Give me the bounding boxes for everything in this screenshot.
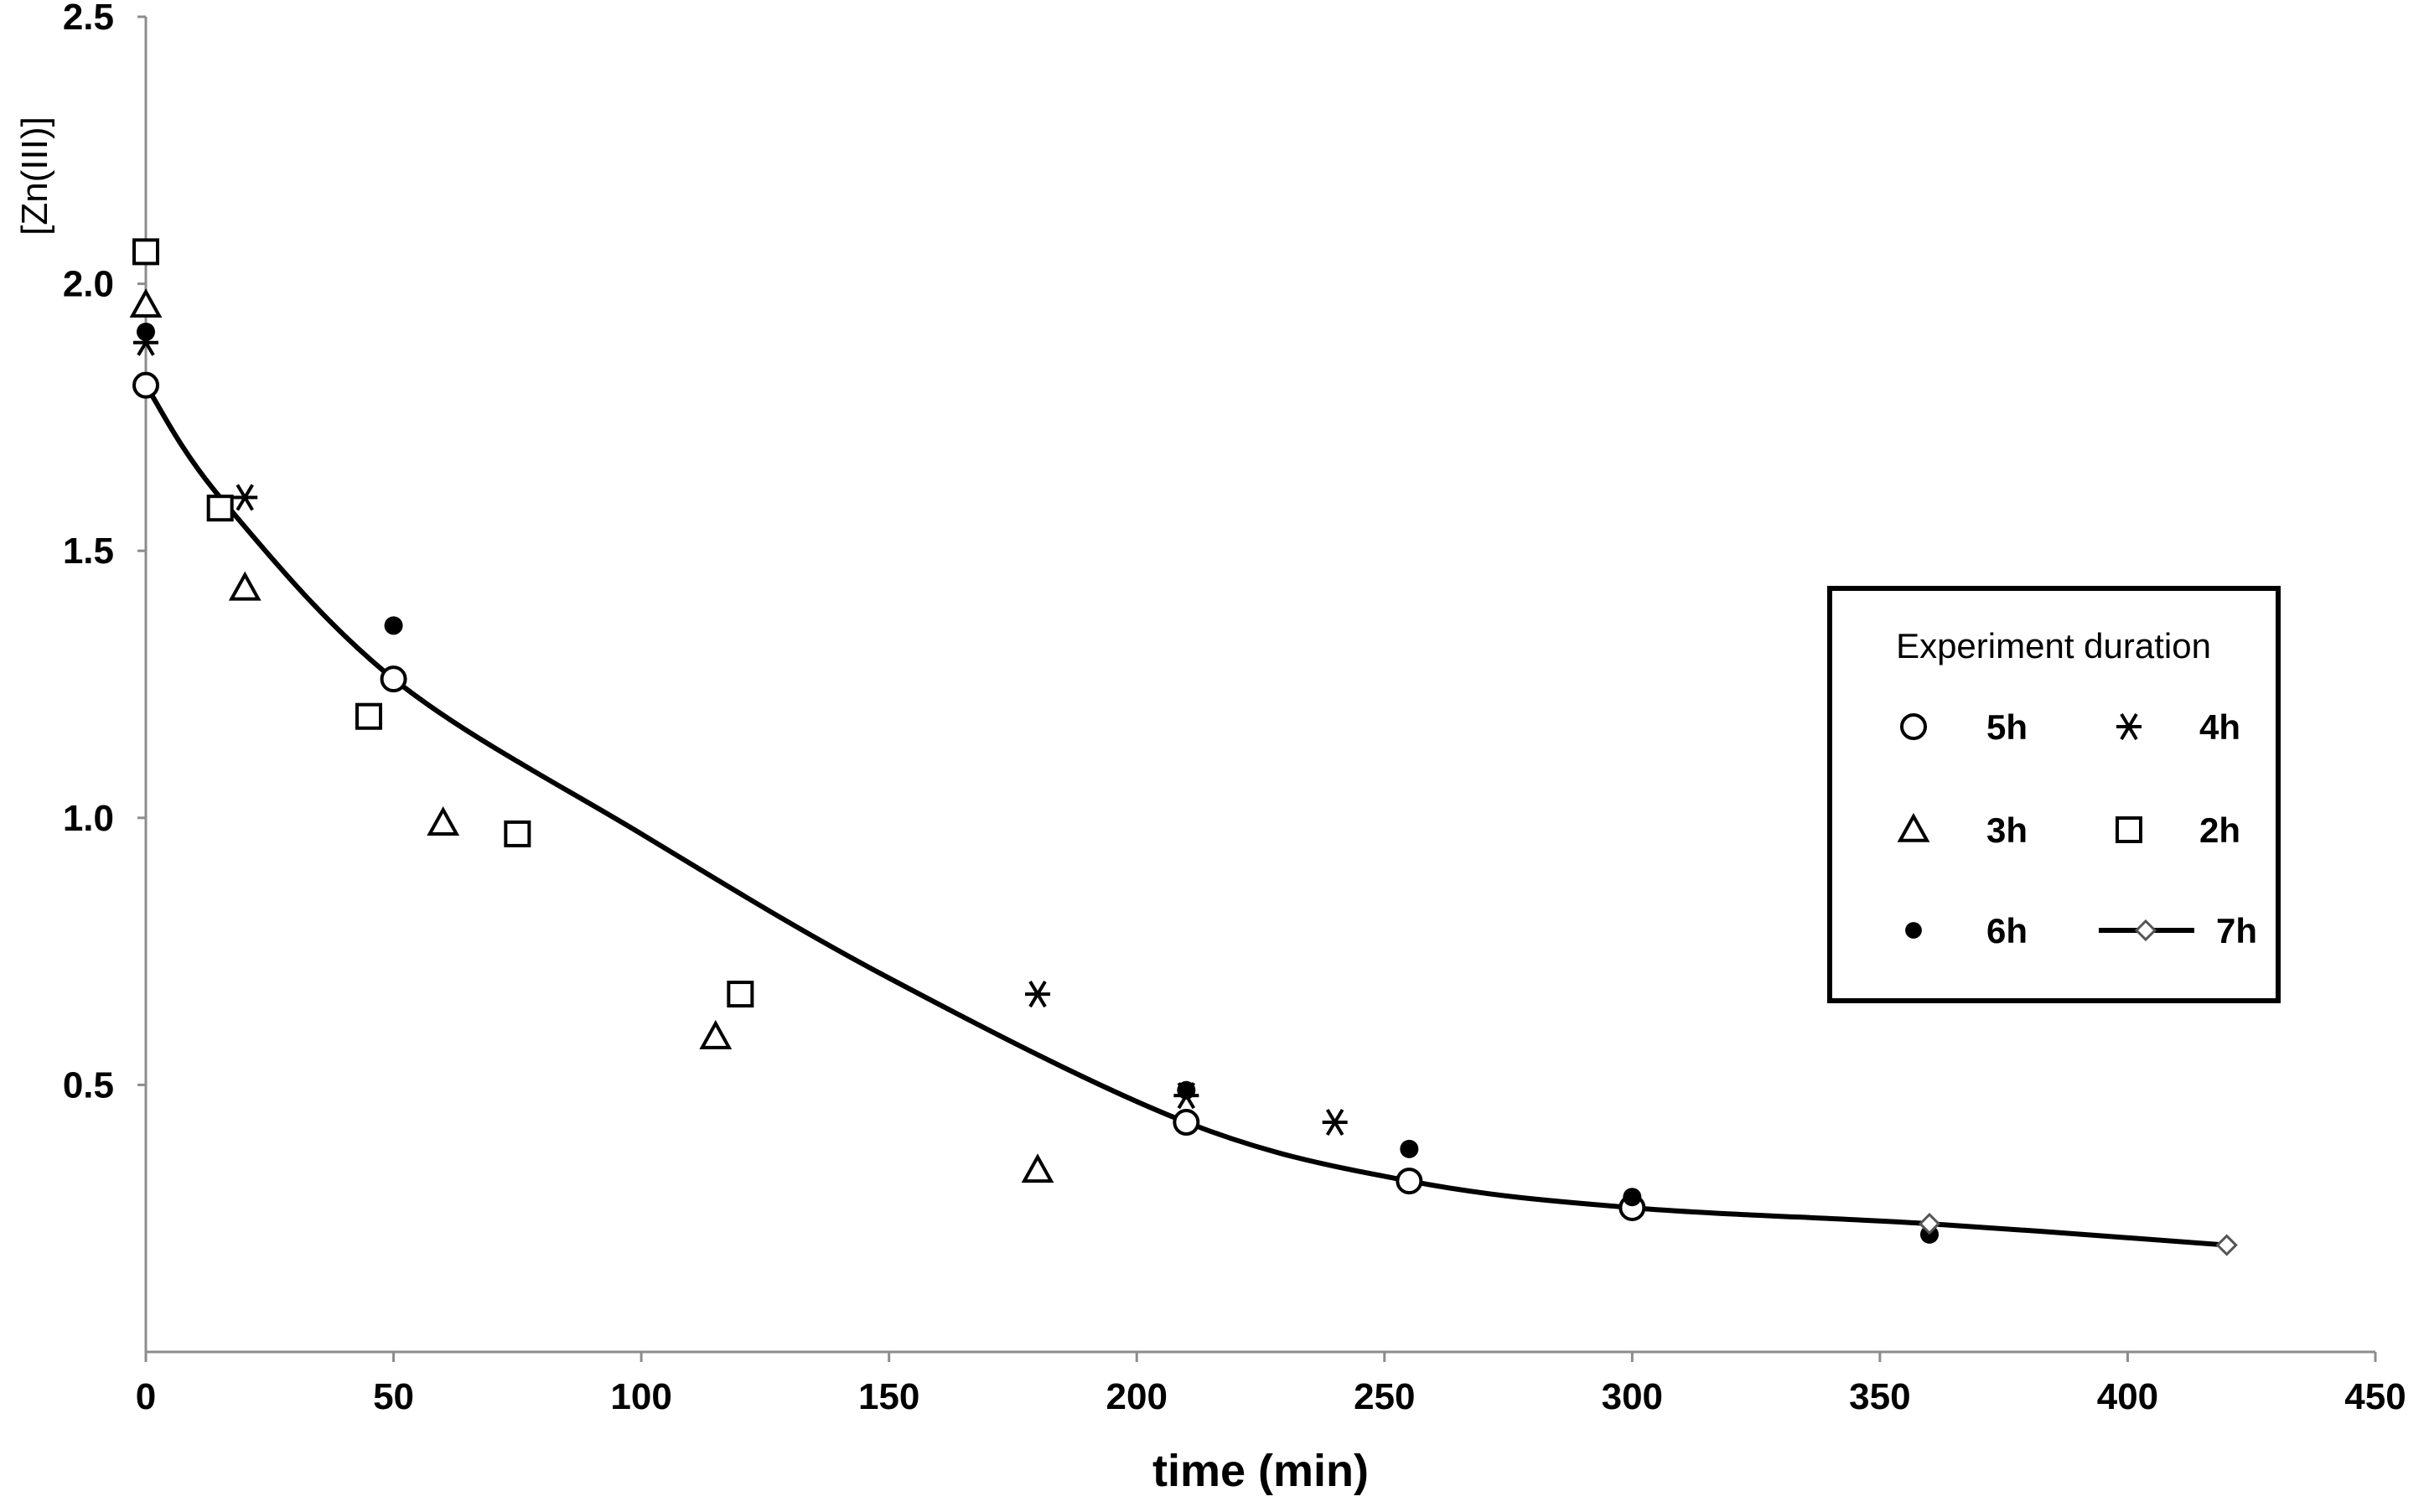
series-3h-point (427, 806, 460, 836)
data-markers (129, 238, 2238, 1256)
series-7h-line (143, 384, 2227, 1248)
legend-label-6h: 6h (1986, 911, 2028, 950)
legend-label-7h: 7h (2216, 911, 2257, 950)
series-5h-point (132, 371, 159, 399)
legend-marker-5h (1900, 713, 1927, 740)
x-tick-label: 150 (858, 1376, 919, 1417)
series-2h-point (504, 820, 531, 847)
y-tick-label: 1.0 (63, 798, 114, 839)
x-tick-group: 0 50 100 150 200 250 300 350 400 450 (136, 1352, 2406, 1417)
series-3h-point (228, 571, 262, 601)
legend-marker-4h (2116, 712, 2142, 741)
series-6h-point (1400, 1139, 1419, 1158)
series-7h-point (1918, 1212, 1941, 1235)
series-4h-point (1025, 981, 1050, 1008)
series-5h-point (380, 665, 407, 693)
legend-marker-7h (2134, 919, 2157, 942)
series-2h-point (206, 495, 234, 522)
legend-label-2h: 2h (2199, 810, 2240, 850)
series-2h-point (355, 702, 382, 730)
series-3h-point (129, 287, 163, 318)
legend-label-4h: 4h (2199, 707, 2240, 747)
legend-label-3h: 3h (1986, 810, 2028, 850)
y-tick-label: 2.5 (63, 0, 114, 38)
series-6h-point (384, 616, 403, 635)
x-tick-label: 250 (1354, 1376, 1415, 1417)
legend-marker-2h (2116, 816, 2142, 843)
legend: Experiment duration 5h 4h 3h 2h 6h 7h (1827, 586, 2281, 1003)
y-axis-title: [Zn(III)] (14, 117, 55, 236)
series-5h-point (1173, 1109, 1200, 1137)
x-axis-title: time (min) (1152, 1446, 1369, 1496)
series-5h-point (1396, 1168, 1423, 1195)
x-tick-label: 200 (1106, 1376, 1168, 1417)
y-tick-group: 0.5 1.0 1.5 2.0 2.5 (63, 0, 146, 1106)
series-6h-point (1177, 1080, 1196, 1100)
x-tick-label: 450 (2344, 1376, 2406, 1417)
x-tick-label: 0 (136, 1376, 156, 1417)
legend-entries: 5h 4h 3h 2h 6h 7h (1897, 707, 2257, 950)
y-tick-label: 0.5 (63, 1064, 114, 1106)
y-tick-label: 1.5 (63, 531, 114, 572)
x-tick-label: 350 (1849, 1376, 1910, 1417)
x-tick-label: 50 (373, 1376, 414, 1417)
series-3h-point (1021, 1153, 1054, 1183)
series-2h-point (132, 238, 159, 266)
x-tick-label: 100 (610, 1376, 671, 1417)
legend-title: Experiment duration (1896, 626, 2211, 665)
series-4h-point (1322, 1108, 1348, 1137)
series-2h-point (727, 981, 754, 1008)
series-7h-point (2215, 1234, 2238, 1256)
x-tick-label: 400 (2097, 1376, 2158, 1417)
legend-marker-3h (1897, 812, 1930, 842)
series-3h-point (699, 1019, 733, 1049)
series-4h-point (232, 484, 258, 511)
legend-label-5h: 5h (1986, 707, 2028, 747)
y-tick-label: 2.0 (63, 264, 114, 305)
series-6h-point (137, 322, 155, 341)
series-6h-point (1623, 1188, 1642, 1207)
x-tick-label: 300 (1602, 1376, 1663, 1417)
legend-box (1827, 586, 2281, 1003)
legend-marker-6h (1905, 922, 1922, 939)
